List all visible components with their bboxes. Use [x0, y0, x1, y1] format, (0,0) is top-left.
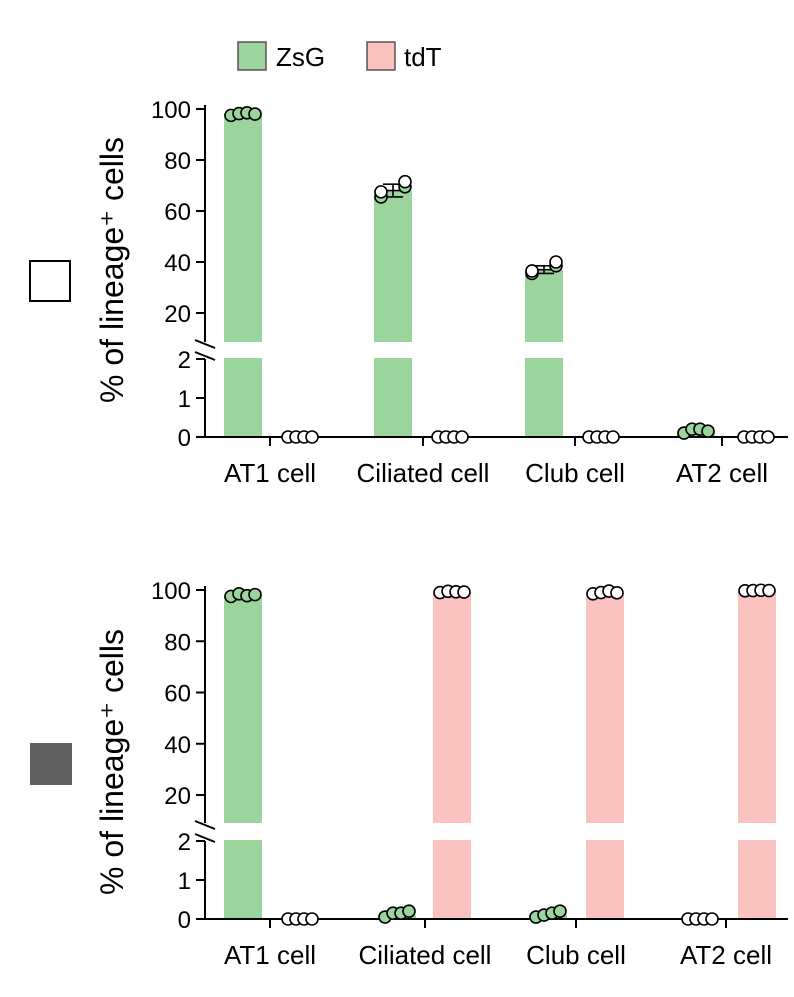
chart-panel-bottom: 20 40 60 80 100 0 1 2 AT1 cell Ciliated cell Club … — [151, 578, 788, 970]
axis-break-mark — [194, 833, 216, 843]
legend-swatch-tdt — [366, 41, 396, 71]
data-point — [525, 264, 539, 278]
data-point — [549, 255, 563, 269]
y-tick-label: 1 — [178, 386, 191, 413]
bar-tdt-upper — [586, 593, 624, 823]
data-point — [762, 583, 776, 598]
bar-zsg-lower — [374, 358, 412, 437]
legend-label-tdt: tdT — [404, 42, 442, 72]
axis-break-mark — [194, 351, 216, 361]
bar-tdt-lower — [433, 840, 471, 919]
data-point — [606, 430, 620, 444]
chart-panel-top: 20 40 60 80 100 0 1 2 AT1 cell Ciliated cell Club … — [151, 97, 788, 488]
legend: ZsG tdT — [237, 41, 442, 72]
y-tick-label: 20 — [164, 301, 191, 328]
data-point — [402, 904, 416, 919]
data-point — [248, 587, 262, 602]
bar-zsg-lower — [224, 840, 262, 919]
legend-swatch-zsg — [237, 41, 267, 71]
y-tick-label: 60 — [164, 681, 191, 708]
bar-tdt-upper — [433, 592, 471, 823]
x-tick-label: Club cell — [526, 940, 626, 970]
axis-break-mark — [194, 339, 216, 349]
axis-break-mark — [194, 820, 216, 830]
data-point — [457, 585, 471, 599]
condition-open-square — [29, 260, 71, 302]
bar-tdt-lower — [586, 840, 624, 919]
legend-label-zsg: ZsG — [276, 42, 325, 72]
data-point — [553, 904, 567, 919]
x-tick-label: AT2 cell — [680, 940, 772, 970]
data-point — [701, 424, 715, 438]
data-point — [305, 912, 319, 926]
y-axis-title-top: % of lineage⁺ cells — [94, 137, 130, 403]
data-point — [610, 586, 624, 600]
y-tick-label: 0 — [178, 907, 191, 934]
x-tick-label: AT1 cell — [224, 458, 316, 488]
data-point — [761, 430, 775, 444]
y-tick-label: 20 — [164, 783, 191, 810]
x-tick-label: Ciliated cell — [357, 458, 490, 488]
y-tick-label: 80 — [164, 629, 191, 656]
bar-tdt-upper — [738, 590, 776, 823]
y-tick-label: 60 — [164, 199, 191, 226]
bar-zsg-lower — [525, 358, 563, 437]
bar-zsg-upper — [224, 114, 262, 342]
x-tick-label: AT2 cell — [676, 458, 768, 488]
y-tick-label: 0 — [178, 425, 191, 452]
x-tick-label: Ciliated cell — [359, 940, 492, 970]
x-tick-label: AT1 cell — [224, 940, 316, 970]
bar-zsg-upper — [525, 269, 563, 342]
bar-zsg-lower — [224, 358, 262, 437]
condition-filled-square — [30, 743, 72, 785]
y-tick-label: 2 — [178, 347, 191, 374]
bar-zsg-upper — [224, 595, 262, 823]
y-tick-label: 2 — [178, 829, 191, 856]
data-point — [398, 174, 412, 189]
y-tick-label: 100 — [151, 97, 191, 124]
y-tick-label: 40 — [164, 250, 191, 277]
data-point — [455, 430, 469, 444]
y-axis-title-bottom: % of lineage⁺ cells — [94, 629, 130, 895]
data-point — [305, 430, 319, 444]
y-tick-label: 40 — [164, 732, 191, 759]
data-point — [374, 185, 388, 199]
bar-zsg-upper — [374, 190, 412, 342]
y-tick-label: 100 — [151, 578, 191, 605]
y-tick-label: 1 — [178, 868, 191, 895]
data-point — [705, 912, 719, 926]
y-tick-label: 80 — [164, 148, 191, 175]
x-tick-label: Club cell — [525, 458, 625, 488]
bar-tdt-lower — [738, 840, 776, 919]
data-point — [248, 107, 262, 121]
